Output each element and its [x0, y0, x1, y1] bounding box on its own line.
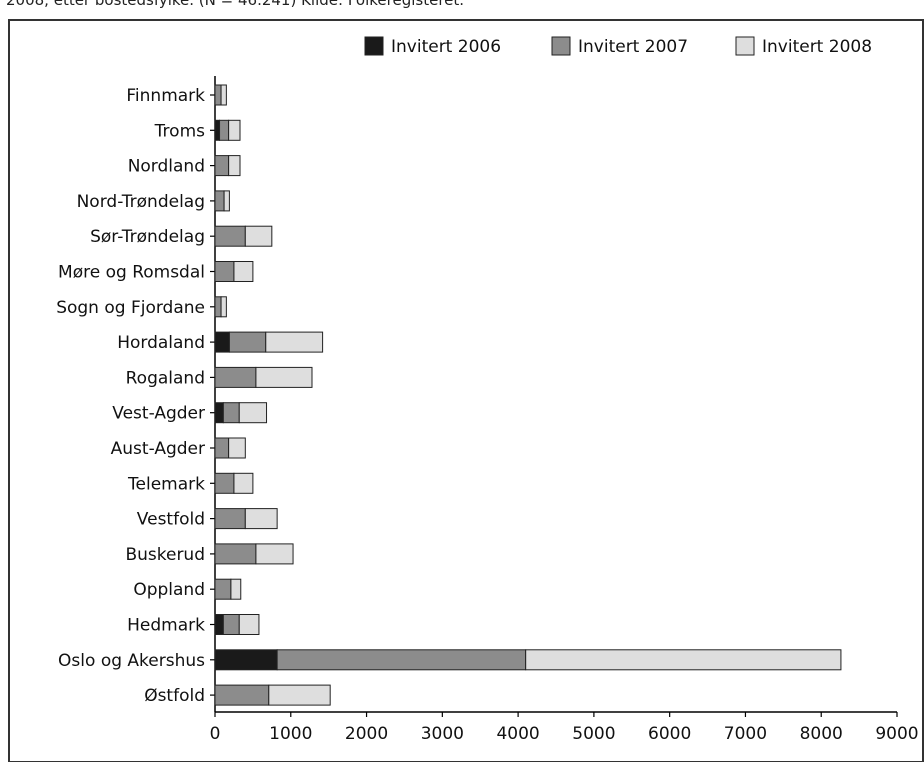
- bar-vest-agder-invitert-2006: [214, 402, 224, 424]
- legend: Invitert 2006 Invitert 2007 Invitert 2008: [364, 36, 872, 57]
- bar-sogn-og-fjordane-invitert-2008: [220, 296, 227, 318]
- category-label-hedmark: Hedmark: [127, 616, 205, 636]
- bar-troms-invitert-2008: [228, 119, 241, 141]
- bar-nord-trondelag-invitert-2007: [214, 190, 225, 212]
- bar-buskerud-invitert-2008: [255, 543, 294, 565]
- bar-aust-agder-invitert-2008: [228, 437, 246, 459]
- bar-sogn-og-fjordane-invitert-2007: [214, 296, 222, 318]
- bar-troms-invitert-2006: [214, 119, 221, 141]
- bar-telemark-invitert-2008: [233, 472, 254, 494]
- bar-finnmark-invitert-2008: [220, 84, 227, 106]
- bar-oppland-invitert-2008: [230, 578, 242, 600]
- legend-swatch-invitert-2006: [364, 36, 384, 56]
- bar-nordland-invitert-2008: [228, 155, 241, 177]
- bar-troms-invitert-2007: [219, 119, 230, 141]
- caption-fragment: 2008, etter bostedsfylke. (N = 46.241) K…: [6, 0, 465, 9]
- bar-oppland-invitert-2007: [214, 578, 232, 600]
- bar-more-og-romsdal-invitert-2008: [233, 261, 254, 282]
- legend-swatch-invitert-2008: [735, 36, 755, 56]
- chart-frame: [8, 19, 924, 762]
- bar-sor-trondelag-invitert-2008: [244, 225, 273, 247]
- bar-ostfold-invitert-2008: [268, 684, 331, 706]
- x-tick-label: 4000: [496, 724, 539, 744]
- x-tick-label: 0: [210, 724, 221, 744]
- bar-more-og-romsdal-invitert-2007: [214, 261, 235, 282]
- bar-sor-trondelag-invitert-2007: [214, 225, 246, 247]
- bar-aust-agder-invitert-2007: [214, 437, 230, 459]
- bar-oslo-og-akershus-invitert-2008: [525, 649, 842, 671]
- bar-finnmark-invitert-2007: [214, 84, 222, 106]
- category-label-oppland: Oppland: [133, 580, 205, 600]
- bar-hordaland-invitert-2007: [228, 331, 267, 353]
- bar-hedmark-invitert-2008: [238, 614, 260, 635]
- plot-area: 0 1000 2000 3000 4000 5000 6000 7000 8000 9000 Fin…: [56, 76, 919, 744]
- bar-hedmark-invitert-2006: [214, 614, 224, 635]
- x-tick-label: 8000: [800, 724, 843, 744]
- x-tick-label: 5000: [572, 724, 615, 744]
- category-label-finnmark: Finnmark: [126, 86, 205, 106]
- x-tick-label: 2000: [345, 724, 388, 744]
- bar-vest-agder-invitert-2008: [238, 402, 268, 424]
- category-label-more-og-romsdal: Møre og Romsdal: [58, 263, 205, 283]
- bar-hordaland-invitert-2008: [265, 331, 324, 353]
- category-label-vestfold: Vestfold: [137, 510, 205, 530]
- x-tick-label: 7000: [724, 724, 767, 744]
- bar-rogaland-invitert-2007: [214, 366, 257, 388]
- category-label-telemark: Telemark: [127, 474, 205, 494]
- bar-vestfold-invitert-2007: [214, 508, 246, 530]
- bar-telemark-invitert-2007: [214, 472, 235, 494]
- x-tick-label: 1000: [269, 724, 312, 744]
- bar-oslo-og-akershus-invitert-2006: [214, 649, 278, 671]
- bar-ostfold-invitert-2007: [214, 684, 270, 706]
- bar-buskerud-invitert-2007: [214, 543, 257, 565]
- category-label-troms: Troms: [154, 121, 205, 141]
- x-tick-label: 9000: [875, 724, 918, 744]
- category-label-hordaland: Hordaland: [117, 333, 205, 353]
- category-label-vest-agder: Vest-Agder: [112, 404, 205, 424]
- bar-oslo-og-akershus-invitert-2007: [276, 649, 527, 671]
- category-label-buskerud: Buskerud: [125, 545, 205, 565]
- category-label-nordland: Nordland: [128, 157, 205, 177]
- category-label-sogn-og-fjordane: Sogn og Fjordane: [56, 298, 205, 318]
- bar-nordland-invitert-2007: [214, 155, 230, 177]
- legend-label-invitert-2008: Invitert 2008: [762, 37, 872, 57]
- x-tick-label: 3000: [421, 724, 464, 744]
- category-label-sor-trondelag: Sør-Trøndelag: [90, 227, 205, 247]
- x-tick-label: 6000: [648, 724, 691, 744]
- category-label-nord-trondelag: Nord-Trøndelag: [77, 192, 205, 212]
- bar-hordaland-invitert-2006: [214, 331, 230, 353]
- category-label-ostfold: Østfold: [144, 686, 205, 706]
- bar-hedmark-invitert-2007: [222, 614, 240, 635]
- bar-vestfold-invitert-2008: [244, 508, 278, 530]
- bar-rogaland-invitert-2008: [255, 366, 313, 388]
- category-label-rogaland: Rogaland: [126, 368, 205, 388]
- legend-swatch-invitert-2007: [551, 36, 571, 56]
- legend-label-invitert-2006: Invitert 2006: [391, 37, 501, 57]
- bar-vest-agder-invitert-2007: [222, 402, 240, 424]
- category-label-oslo-og-akershus: Oslo og Akershus: [58, 651, 205, 671]
- legend-label-invitert-2007: Invitert 2007: [578, 37, 688, 57]
- category-label-aust-agder: Aust-Agder: [111, 439, 205, 459]
- bar-nord-trondelag-invitert-2008: [223, 190, 230, 212]
